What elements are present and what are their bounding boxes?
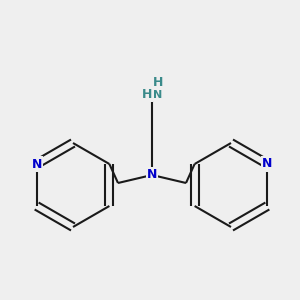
Text: H: H bbox=[153, 76, 163, 88]
Text: N: N bbox=[147, 169, 157, 182]
Text: N: N bbox=[153, 90, 163, 100]
Text: H: H bbox=[142, 88, 152, 101]
Text: N: N bbox=[32, 158, 42, 170]
Text: N: N bbox=[262, 158, 273, 170]
